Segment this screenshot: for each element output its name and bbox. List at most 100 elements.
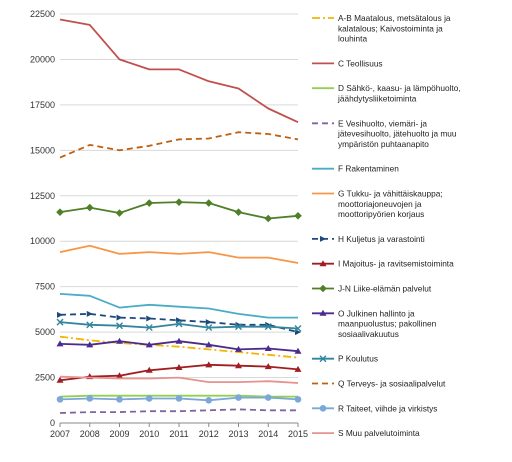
legend-label: Q Terveys- ja sosiaalipalvelut — [338, 379, 446, 389]
x-tick-label: 2015 — [288, 429, 308, 439]
data-point — [145, 366, 153, 373]
legend-marker — [319, 355, 327, 363]
legend-label: I Majoitus- ja ravitsemistoiminta — [338, 259, 454, 269]
legend-item: H Kuljetus ja varastointi — [312, 234, 425, 244]
y-tick-label: 7500 — [35, 282, 55, 292]
y-tick-label: 17500 — [30, 100, 55, 110]
legend-label: P Koulutus — [338, 354, 378, 364]
data-point — [56, 208, 64, 216]
series-10 — [56, 318, 302, 332]
data-point — [86, 341, 94, 348]
data-point — [205, 324, 213, 332]
data-point — [235, 362, 242, 369]
x-tick-label: 2008 — [80, 429, 100, 439]
legend-item: A-B Maatalous, metsätalous ja kalatalous;… — [312, 13, 451, 44]
legend-marker — [319, 284, 327, 293]
data-point — [56, 396, 64, 403]
data-point — [294, 396, 302, 403]
legend-item: Q Terveys- ja sosiaalipalvelut — [312, 379, 446, 389]
y-tick-label: 22500 — [30, 9, 55, 19]
legend-item: O Julkinen hallinto ja maanpuolustus; pak… — [312, 308, 437, 339]
legend-label: E Vesihuolto, viemäri- ja jätevesihuolto,… — [337, 118, 457, 149]
y-tick-label: 2500 — [35, 373, 55, 383]
data-point — [235, 323, 242, 331]
x-axis-ticks: 2007 2008 2009 2010 2011 2012 2013 2014 2015 — [50, 423, 308, 439]
legend-marker — [319, 405, 327, 412]
data-point — [205, 396, 213, 404]
data-point — [205, 319, 212, 326]
legend-item: C Teollisuus — [312, 58, 383, 68]
data-point — [204, 199, 213, 207]
series-4 — [59, 293, 298, 319]
data-point — [86, 310, 93, 317]
data-point — [85, 203, 94, 212]
data-point — [57, 311, 63, 318]
data-point — [56, 318, 64, 326]
data-point — [264, 394, 272, 401]
x-tick-label: 2014 — [258, 429, 278, 439]
x-tick-label: 2011 — [169, 429, 188, 439]
legend-item: F Rakentaminen — [312, 164, 399, 174]
data-point — [264, 323, 272, 331]
data-point — [116, 396, 123, 403]
legend-item: D Sähkö-, kaasu- ja lämpöhuolto, jäähdyty… — [312, 83, 461, 104]
legend-item: P Koulutus — [312, 354, 378, 364]
legend-label: H Kuljetus ja varastointi — [338, 234, 425, 244]
data-point — [86, 321, 94, 329]
data-point — [175, 395, 183, 402]
grid-lines — [60, 13, 298, 424]
legend-label: R Taiteet, viihde ja virkistys — [338, 403, 437, 413]
legend-label: J-N Liike-elämän palvelut — [338, 284, 432, 294]
legend-marker — [320, 235, 326, 242]
x-tick-label: 2009 — [109, 429, 129, 439]
legend-label: F Rakentaminen — [338, 164, 399, 174]
series-9 — [56, 337, 302, 354]
data-point — [115, 209, 124, 217]
series-3 — [59, 408, 298, 414]
data-point — [145, 395, 153, 402]
data-point — [294, 324, 302, 332]
series-12 — [56, 394, 302, 404]
legend-item: G Tukku- ja vähittäiskauppa; moottoriajon… — [312, 189, 443, 219]
legend-item: R Taiteet, viihde ja virkistys — [312, 403, 437, 413]
x-tick-label: 2010 — [139, 429, 159, 439]
data-point — [146, 315, 153, 322]
legend-item: I Majoitus- ja ravitsemistoiminta — [312, 259, 454, 269]
series-1 — [59, 18, 299, 124]
series-line — [59, 335, 299, 359]
series-line — [59, 18, 299, 124]
legend-item: S Muu palvelutoiminta — [312, 428, 420, 438]
legend-label: A-B Maatalous, metsätalous ja kalatalous;… — [338, 13, 451, 44]
data-point — [264, 344, 272, 351]
data-point — [116, 337, 123, 344]
series-line — [59, 244, 299, 264]
y-tick-label: 15000 — [30, 145, 55, 155]
y-axis-ticks: 0 2500 5000 7500 10000 12500 15000 17500 20000 22… — [30, 9, 55, 428]
series-5 — [59, 244, 299, 264]
legend-marker — [319, 260, 327, 267]
data-point — [235, 345, 242, 352]
data-point — [56, 340, 64, 347]
data-point — [145, 324, 153, 332]
data-point — [175, 337, 183, 344]
y-tick-label: 0 — [50, 418, 55, 428]
data-point — [264, 363, 272, 370]
data-point — [235, 394, 242, 401]
series-line — [59, 375, 299, 384]
data-point — [234, 208, 243, 216]
data-point — [175, 320, 183, 328]
series-13 — [59, 375, 299, 384]
data-point — [116, 372, 123, 379]
legend-label: C Teollisuus — [338, 58, 383, 68]
legend-label: D Sähkö-, kaasu- ja lämpöhuolto, jäähdyty… — [337, 83, 461, 103]
data-point — [116, 314, 123, 321]
y-tick-label: 10000 — [30, 236, 55, 246]
data-point — [205, 361, 213, 368]
data-point — [175, 198, 183, 206]
series-lines — [56, 18, 302, 414]
data-point — [56, 376, 64, 383]
data-point — [145, 341, 153, 348]
data-point — [175, 364, 183, 371]
series-8 — [56, 198, 302, 223]
